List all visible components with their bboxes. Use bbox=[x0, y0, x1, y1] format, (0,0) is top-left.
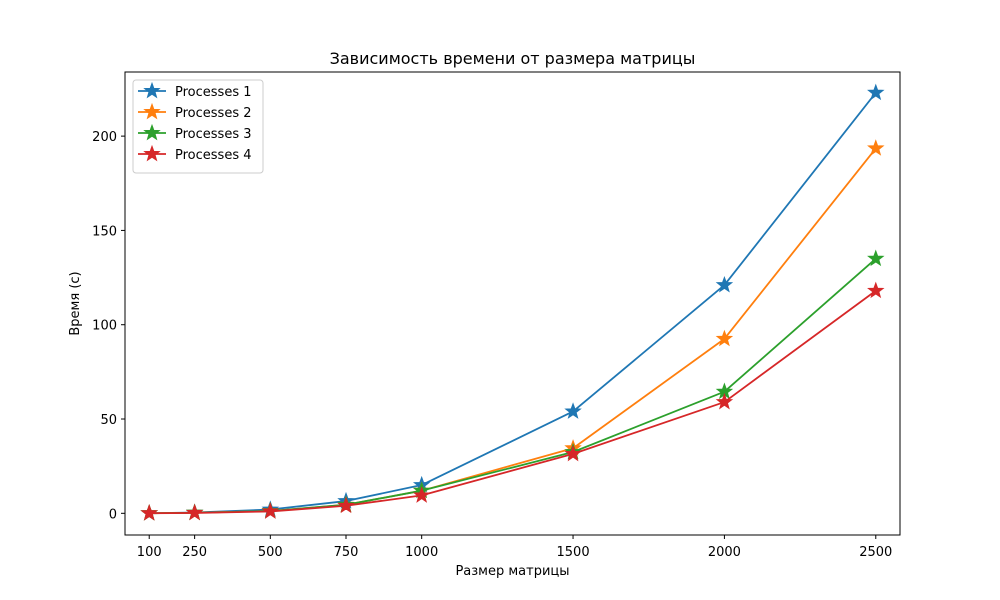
legend-marker bbox=[143, 81, 161, 99]
y-axis-title: Время (с) bbox=[68, 271, 83, 335]
x-axis-title: Размер матрицы bbox=[455, 564, 569, 579]
data-point bbox=[564, 444, 582, 462]
legend-marker bbox=[143, 144, 161, 162]
legend-item: Processes 3 bbox=[138, 123, 252, 142]
series-layer bbox=[140, 83, 885, 521]
series-4 bbox=[140, 281, 885, 521]
x-tick-label: 100 bbox=[137, 545, 162, 560]
data-point bbox=[140, 504, 158, 521]
y-tick-label: 0 bbox=[109, 507, 117, 522]
data-point bbox=[867, 83, 885, 101]
y-tick-label: 100 bbox=[92, 319, 117, 334]
data-point bbox=[715, 275, 734, 293]
y-tick-label: 200 bbox=[92, 130, 117, 145]
y-axis: 0 50 100 150 200 bbox=[92, 130, 125, 522]
series-3 bbox=[140, 249, 885, 521]
legend-item: Processes 2 bbox=[138, 102, 252, 121]
x-tick-label: 2500 bbox=[859, 545, 892, 560]
data-point bbox=[412, 486, 431, 503]
y-tick-label: 150 bbox=[92, 224, 117, 239]
x-tick-label: 750 bbox=[334, 545, 359, 560]
x-tick-label: 1500 bbox=[557, 545, 590, 560]
legend-marker bbox=[143, 102, 161, 120]
x-tick-label: 500 bbox=[258, 545, 283, 560]
plot-area bbox=[124, 71, 901, 536]
series-line bbox=[149, 258, 877, 515]
series-line bbox=[149, 290, 877, 515]
legend: Processes 1 Processes 2 Processes 3 Process… bbox=[132, 79, 264, 174]
data-point bbox=[564, 402, 582, 419]
legend-item: Processes 4 bbox=[138, 144, 252, 163]
data-point bbox=[715, 392, 734, 410]
data-point bbox=[337, 496, 355, 514]
data-point bbox=[715, 329, 734, 347]
data-point bbox=[185, 503, 204, 521]
series-2 bbox=[140, 139, 885, 521]
legend-marker bbox=[143, 123, 161, 141]
x-tick-label: 1000 bbox=[405, 545, 438, 560]
legend-label: Processes 1 bbox=[175, 85, 252, 100]
data-point bbox=[867, 139, 885, 156]
data-point bbox=[261, 502, 280, 519]
data-point bbox=[867, 281, 885, 299]
legend-label: Processes 2 bbox=[175, 106, 252, 121]
legend-box bbox=[132, 79, 264, 174]
legend-label: Processes 3 bbox=[175, 127, 252, 142]
y-tick-label: 50 bbox=[100, 413, 117, 428]
chart-title: Зависимость времени от размера матрицы bbox=[330, 49, 696, 68]
x-axis: 100 250 500 750 1000 1500 2000 2500 bbox=[137, 535, 892, 560]
x-tick-label: 2000 bbox=[708, 545, 741, 560]
legend-label: Processes 4 bbox=[175, 148, 252, 163]
x-tick-label: 250 bbox=[182, 545, 207, 560]
legend-item: Processes 1 bbox=[138, 81, 252, 100]
series-line bbox=[149, 147, 877, 515]
data-point bbox=[867, 249, 885, 267]
